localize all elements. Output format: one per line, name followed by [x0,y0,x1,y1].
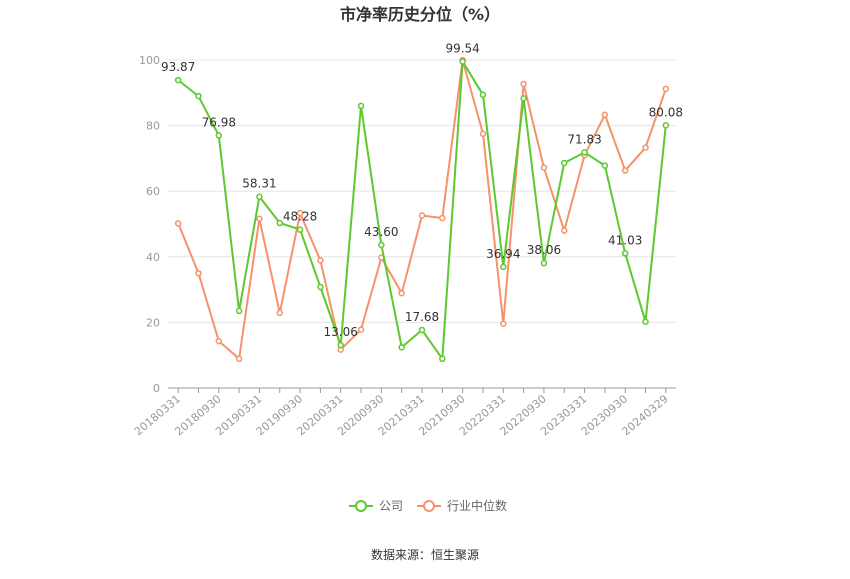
data-point[interactable] [398,344,405,351]
data-labels: 93.87 76.98 58.31 48.28 13.06 43.60 17.68 99.54… [161,42,683,340]
data-point[interactable] [662,122,670,129]
data-point[interactable] [195,269,202,277]
data-point[interactable] [398,289,405,297]
legend-item-company[interactable]: 公司 [349,499,403,513]
data-label: 17.68 [405,310,439,324]
data-point[interactable] [479,91,487,99]
data-point[interactable] [174,76,182,84]
data-point[interactable] [459,58,466,65]
data-label: 38.06 [527,243,561,257]
data-label: 99.54 [445,42,479,56]
data-point[interactable] [418,212,426,219]
legend-item-industry-median[interactable]: 行业中位数 [417,498,507,513]
legend-marker [355,500,367,512]
data-point[interactable] [195,92,202,100]
data-point[interactable] [439,355,446,363]
data-point[interactable] [215,132,223,139]
data-point[interactable] [540,164,548,171]
data-label: 80.08 [649,105,683,119]
data-label: 76.98 [202,116,236,130]
series-group [174,56,670,363]
data-label: 41.03 [608,233,642,247]
y-tick-label: 20 [146,316,160,329]
data-point[interactable] [317,283,324,291]
y-tick-label: 80 [146,120,160,133]
data-point[interactable] [235,307,243,315]
y-tick-label: 100 [139,54,160,67]
data-point[interactable] [520,95,527,102]
legend-label: 行业中位数 [447,498,507,513]
source-note: 数据来源：恒生聚源 [371,547,479,562]
data-label: 43.60 [364,225,398,239]
data-point[interactable] [560,227,568,234]
data-point[interactable] [418,326,426,334]
chart-title: 市净率历史分位（%） [340,5,500,24]
data-point[interactable] [581,149,588,156]
data-point[interactable] [500,263,507,271]
y-tick-label: 0 [153,382,160,395]
data-point[interactable] [439,214,446,222]
series-company [174,58,670,363]
data-point[interactable] [540,259,548,267]
data-label: 93.87 [161,60,195,74]
data-point[interactable] [500,320,507,327]
data-point[interactable] [296,226,304,233]
legend-marker [423,500,435,512]
data-point[interactable] [235,355,243,363]
data-point[interactable] [560,159,568,167]
data-point[interactable] [296,209,304,217]
data-point[interactable] [621,167,629,174]
data-point[interactable] [276,309,284,317]
data-label: 48.28 [283,210,317,224]
data-label: 58.31 [242,177,276,191]
data-point[interactable] [174,220,182,227]
data-label: 71.83 [567,132,601,146]
data-label: 13.06 [324,325,358,339]
y-tick-label: 60 [146,185,160,198]
data-point[interactable] [662,85,670,93]
data-point[interactable] [601,162,609,169]
data-point[interactable] [337,341,344,349]
data-point[interactable] [642,144,649,151]
data-point[interactable] [642,318,649,325]
data-point[interactable] [479,130,487,138]
data-point[interactable] [520,80,527,88]
data-point[interactable] [621,250,629,257]
gridlines [168,59,676,323]
data-point[interactable] [378,241,385,249]
data-point[interactable] [357,102,365,110]
data-label: 36.94 [486,247,520,261]
legend: 公司 行业中位数 [349,498,507,513]
data-point[interactable] [256,193,263,200]
data-point[interactable] [215,337,223,345]
data-point[interactable] [256,215,263,223]
data-point[interactable] [601,111,609,119]
data-point[interactable] [317,257,324,264]
data-point[interactable] [357,326,365,333]
y-tick-label: 40 [146,251,160,264]
legend-label: 公司 [379,499,403,513]
data-point[interactable] [276,219,284,227]
axes: 0204060801002018033120180930201903312019… [132,54,676,438]
